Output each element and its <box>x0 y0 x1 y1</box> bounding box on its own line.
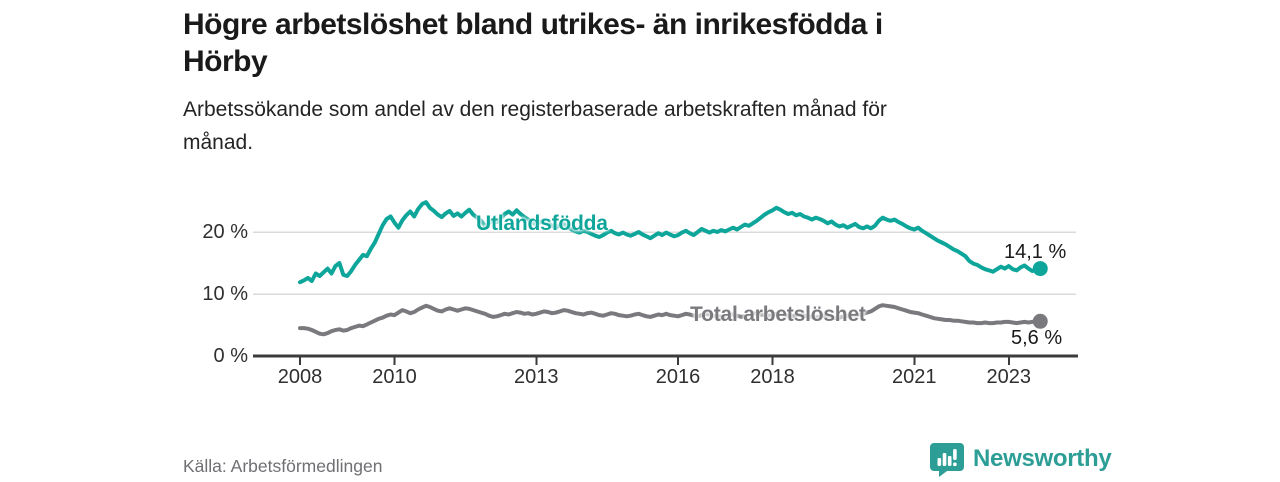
y-tick-label-0: 0 % <box>213 345 248 367</box>
series-end-dot <box>1032 261 1048 277</box>
series-label-total-arbetsloshet: Total arbetslöshet <box>690 303 866 326</box>
newsworthy-logo-icon <box>930 441 964 477</box>
page-title: Högre arbetslöshet bland utrikes- än inr… <box>183 6 1103 80</box>
series-label-utlandsfodda: Utlandsfödda <box>476 212 608 235</box>
x-tick-label-2013: 2013 <box>514 366 559 388</box>
y-tick-label-20: 20 % <box>202 221 248 243</box>
source-attribution: Källa: Arbetsförmedlingen <box>183 456 383 476</box>
chart-subtitle: Arbetssökande som andel av den registerb… <box>183 93 1043 159</box>
series-line-utlandsf-dda <box>298 200 1043 285</box>
series-end-dot <box>1032 313 1048 329</box>
end-value-label-total: 5,6 % <box>1011 327 1063 349</box>
newsworthy-brand-name: Newsworthy <box>973 445 1112 472</box>
x-tick-label-2016: 2016 <box>655 366 701 388</box>
subtitle-line-2: månad. <box>183 131 254 154</box>
newsworthy-brand: Newsworthy <box>930 441 1112 477</box>
title-line-1: Högre arbetslöshet bland utrikes- än inr… <box>183 8 883 41</box>
x-tick-label-2018: 2018 <box>750 366 795 388</box>
title-line-2: Hörby <box>183 45 268 78</box>
x-tick-label-2023: 2023 <box>986 366 1032 388</box>
series-line-total-arbetsl-shet <box>298 303 1043 337</box>
end-value-label-utlandsfodda: 14,1 % <box>1004 241 1067 263</box>
x-tick-label-2010: 2010 <box>372 366 417 388</box>
x-tick-label-2021: 2021 <box>892 366 937 388</box>
x-tick-label-2008: 2008 <box>277 366 323 388</box>
subtitle-line-1: Arbetssökande som andel av den registerb… <box>183 98 887 121</box>
y-tick-label-10: 10 % <box>202 283 248 305</box>
